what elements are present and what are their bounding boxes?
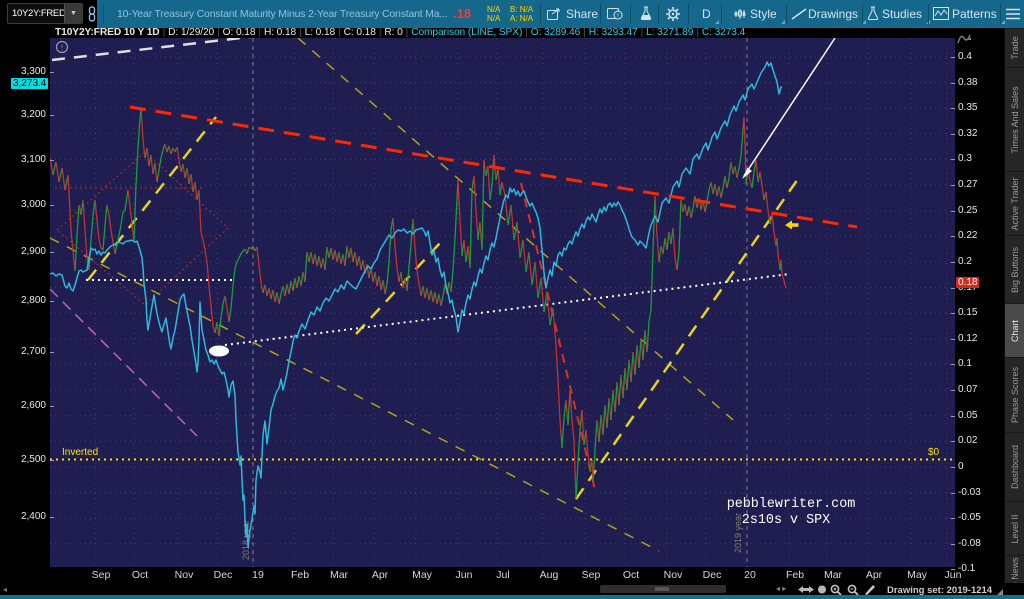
svg-text:2019 year: 2019 year: [733, 513, 743, 553]
svg-text:$0: $0: [928, 447, 940, 458]
svg-text:2018 year: 2018 year: [241, 520, 251, 560]
svg-text:2s10s v SPX: 2s10s v SPX: [742, 513, 830, 528]
svg-text:!: !: [61, 44, 63, 53]
svg-text:pebblewriter.com: pebblewriter.com: [727, 497, 856, 512]
svg-text:Inverted: Inverted: [62, 447, 98, 458]
svg-text:!: !: [617, 14, 619, 20]
